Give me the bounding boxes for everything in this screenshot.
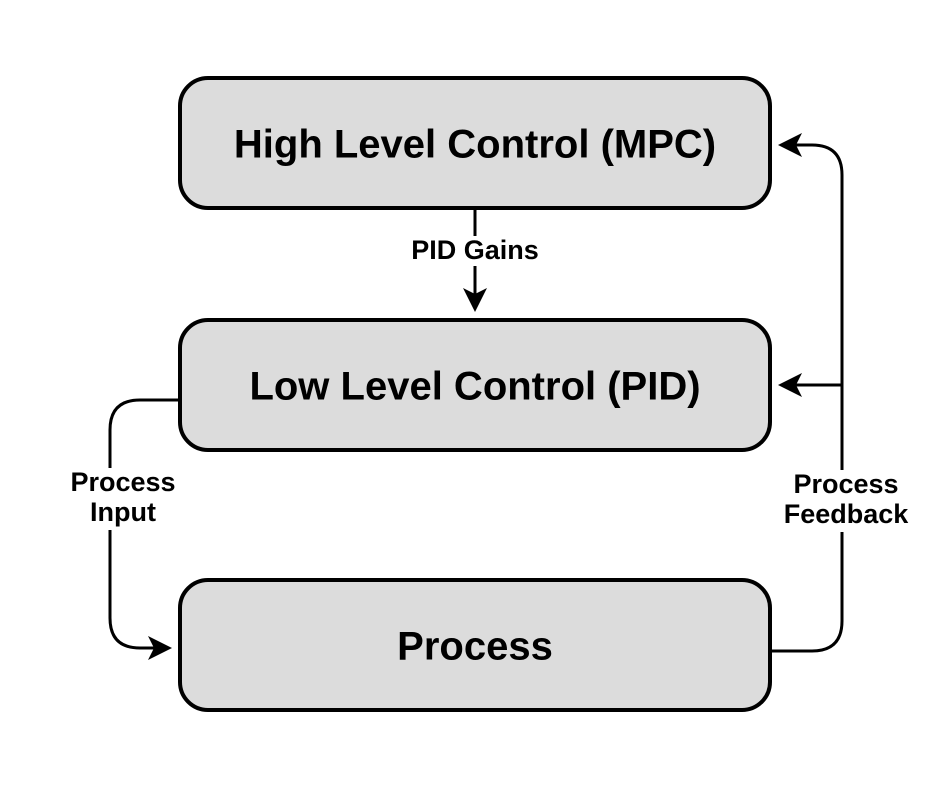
node-label: High Level Control (MPC)	[234, 123, 716, 167]
edge-label-line2: Feedback	[784, 499, 910, 529]
control-diagram: High Level Control (MPC) Low Level Contr…	[0, 0, 950, 806]
edge-process-input: Process Input	[60, 400, 186, 648]
node-high-level-control: High Level Control (MPC)	[180, 78, 770, 208]
edge-label-line1: Process	[70, 467, 175, 497]
edge-label: PID Gains	[411, 235, 539, 265]
node-label: Process	[397, 625, 553, 669]
node-process: Process	[180, 580, 770, 710]
edge-pid-gains: PID Gains	[406, 208, 544, 306]
edge-label-line2: Input	[90, 497, 156, 527]
edge-label-line1: Process	[793, 469, 898, 499]
edge-process-feedback: Process Feedback	[770, 145, 918, 651]
node-label: Low Level Control (PID)	[249, 365, 700, 409]
node-low-level-control: Low Level Control (PID)	[180, 320, 770, 450]
